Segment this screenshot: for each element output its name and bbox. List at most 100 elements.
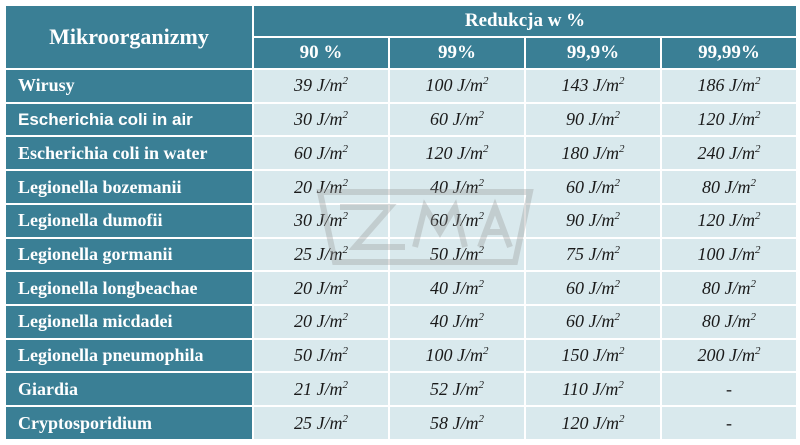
row-name: Escherichia coli in air <box>6 103 252 136</box>
dose-cell: 100 J/m2 <box>390 70 524 102</box>
dose-unit: J/m <box>452 176 479 197</box>
dose-cell: 60 J/m2 <box>254 137 388 170</box>
dose-unit-exponent: 2 <box>614 210 621 223</box>
dose-cell: 120 J/m2 <box>662 204 797 237</box>
dose-cell: 60 J/m2 <box>526 171 660 203</box>
table-row: Wirusy 39 J/m2 100 J/m2 143 J/m2 186 J/m2 <box>6 70 797 102</box>
dose-cell: 30 J/m2 <box>254 204 388 237</box>
dose-unit: J/m <box>588 109 615 130</box>
row-name: Legionella bozemanii <box>6 171 252 203</box>
table-row: Legionella gormanii 25 J/m2 50 J/m2 75 J/m2… <box>6 238 797 271</box>
dose-unit-exponent: 2 <box>755 210 761 223</box>
dose-unit-exponent: 2 <box>478 243 485 256</box>
dose-cell: 240 J/m2 <box>662 137 797 170</box>
dose-value: - <box>726 412 733 433</box>
dose-value: 30 <box>294 109 312 130</box>
dose-value: 100 <box>425 75 453 96</box>
dose-value: 60 <box>566 176 584 197</box>
dose-cell: 120 J/m2 <box>662 103 797 136</box>
dose-unit-exponent: 2 <box>619 142 625 155</box>
dose-cell: 25 J/m2 <box>254 407 388 439</box>
dose-unit: J/m <box>316 176 343 197</box>
dose-cell: 80 J/m2 <box>662 306 797 338</box>
dose-unit-exponent: 2 <box>342 311 349 324</box>
dose-cell: 120 J/m2 <box>390 137 524 170</box>
dose-value: 180 <box>561 142 589 163</box>
dose-unit: J/m <box>588 311 615 332</box>
row-name: Legionella pneumophila <box>6 339 252 372</box>
dose-unit: J/m <box>316 311 343 332</box>
uv-reduction-table: Mikroorganizmy Redukcja w % 90 % 99% 99,… <box>4 4 798 441</box>
dose-value: 50 <box>294 345 312 366</box>
dose-value: 150 <box>561 345 589 366</box>
dose-value: 240 <box>697 142 725 163</box>
dose-unit-exponent: 2 <box>342 277 349 290</box>
table-row: Giardia 21 J/m2 52 J/m2 110 J/m2- <box>6 373 797 406</box>
dose-unit: J/m <box>457 75 483 96</box>
dose-unit: J/m <box>316 378 343 399</box>
dose-cell: 60 J/m2 <box>526 306 660 338</box>
dose-unit: J/m <box>452 412 479 433</box>
table-row: Legionella longbeachae 20 J/m2 40 J/m2 60 J… <box>6 272 797 305</box>
dose-unit: J/m <box>724 311 751 332</box>
dose-cell: 21 J/m2 <box>254 373 388 406</box>
header-microorganisms: Mikroorganizmy <box>6 6 252 68</box>
dose-cell: 186 J/m2 <box>662 70 797 102</box>
dose-value: 40 <box>430 277 448 298</box>
dose-value: 110 <box>562 378 588 399</box>
dose-unit-exponent: 2 <box>342 210 349 223</box>
dose-unit: J/m <box>729 109 756 130</box>
dose-unit-exponent: 2 <box>755 243 761 256</box>
dose-cell: 90 J/m2 <box>526 204 660 237</box>
dose-unit-exponent: 2 <box>342 412 349 425</box>
dose-unit-exponent: 2 <box>618 378 624 391</box>
dose-value: 60 <box>566 311 584 332</box>
dose-unit: J/m <box>457 142 483 163</box>
dose-unit-exponent: 2 <box>478 210 485 223</box>
row-name: Cryptosporidium <box>6 407 252 439</box>
dose-value: 20 <box>294 311 312 332</box>
dose-unit: J/m <box>729 75 756 96</box>
dose-unit: J/m <box>593 75 619 96</box>
dose-unit-exponent: 2 <box>342 109 349 122</box>
dose-value: 100 <box>425 345 453 366</box>
dose-unit: J/m <box>724 176 751 197</box>
dose-unit: J/m <box>592 378 619 399</box>
dose-unit-exponent: 2 <box>619 345 625 358</box>
dose-unit-exponent: 2 <box>478 277 485 290</box>
dose-value: - <box>726 378 733 399</box>
uv-reduction-table-container: Mikroorganizmy Redukcja w % 90 % 99% 99,… <box>4 4 798 441</box>
dose-unit: J/m <box>316 345 343 366</box>
dose-value: 90 <box>566 109 584 130</box>
table-row: Escherichia coli in air 30 J/m2 60 J/m2 90 … <box>6 103 797 136</box>
dose-unit-exponent: 2 <box>614 277 621 290</box>
dose-cell: 75 J/m2 <box>526 238 660 271</box>
dose-unit-exponent: 2 <box>478 412 485 425</box>
dose-value: 30 <box>294 210 312 231</box>
dose-unit: J/m <box>729 142 756 163</box>
dose-cell: 25 J/m2 <box>254 238 388 271</box>
header-col-99-9: 99,9% <box>526 38 660 68</box>
dose-unit: J/m <box>588 277 615 298</box>
dose-unit-exponent: 2 <box>483 142 489 155</box>
dose-unit-exponent: 2 <box>750 176 757 189</box>
dose-unit-exponent: 2 <box>483 75 489 88</box>
dose-cell: 40 J/m2 <box>390 306 524 338</box>
dose-value: 120 <box>425 142 453 163</box>
dose-value: 52 <box>430 378 448 399</box>
dose-cell: 120 J/m2 <box>526 407 660 439</box>
dose-unit: J/m <box>729 243 756 264</box>
dose-value: 100 <box>697 243 725 264</box>
dose-cell: 80 J/m2 <box>662 272 797 305</box>
dose-unit: J/m <box>452 109 479 130</box>
dose-unit-exponent: 2 <box>342 176 349 189</box>
dose-value: 120 <box>697 210 725 231</box>
dose-unit: J/m <box>593 412 619 433</box>
dose-cell: 30 J/m2 <box>254 103 388 136</box>
dose-unit: J/m <box>452 277 479 298</box>
dose-unit: J/m <box>724 277 751 298</box>
dose-value: 25 <box>294 412 312 433</box>
dose-cell: 100 J/m2 <box>390 339 524 372</box>
dose-unit-exponent: 2 <box>619 412 625 425</box>
dose-value: 80 <box>702 176 721 197</box>
